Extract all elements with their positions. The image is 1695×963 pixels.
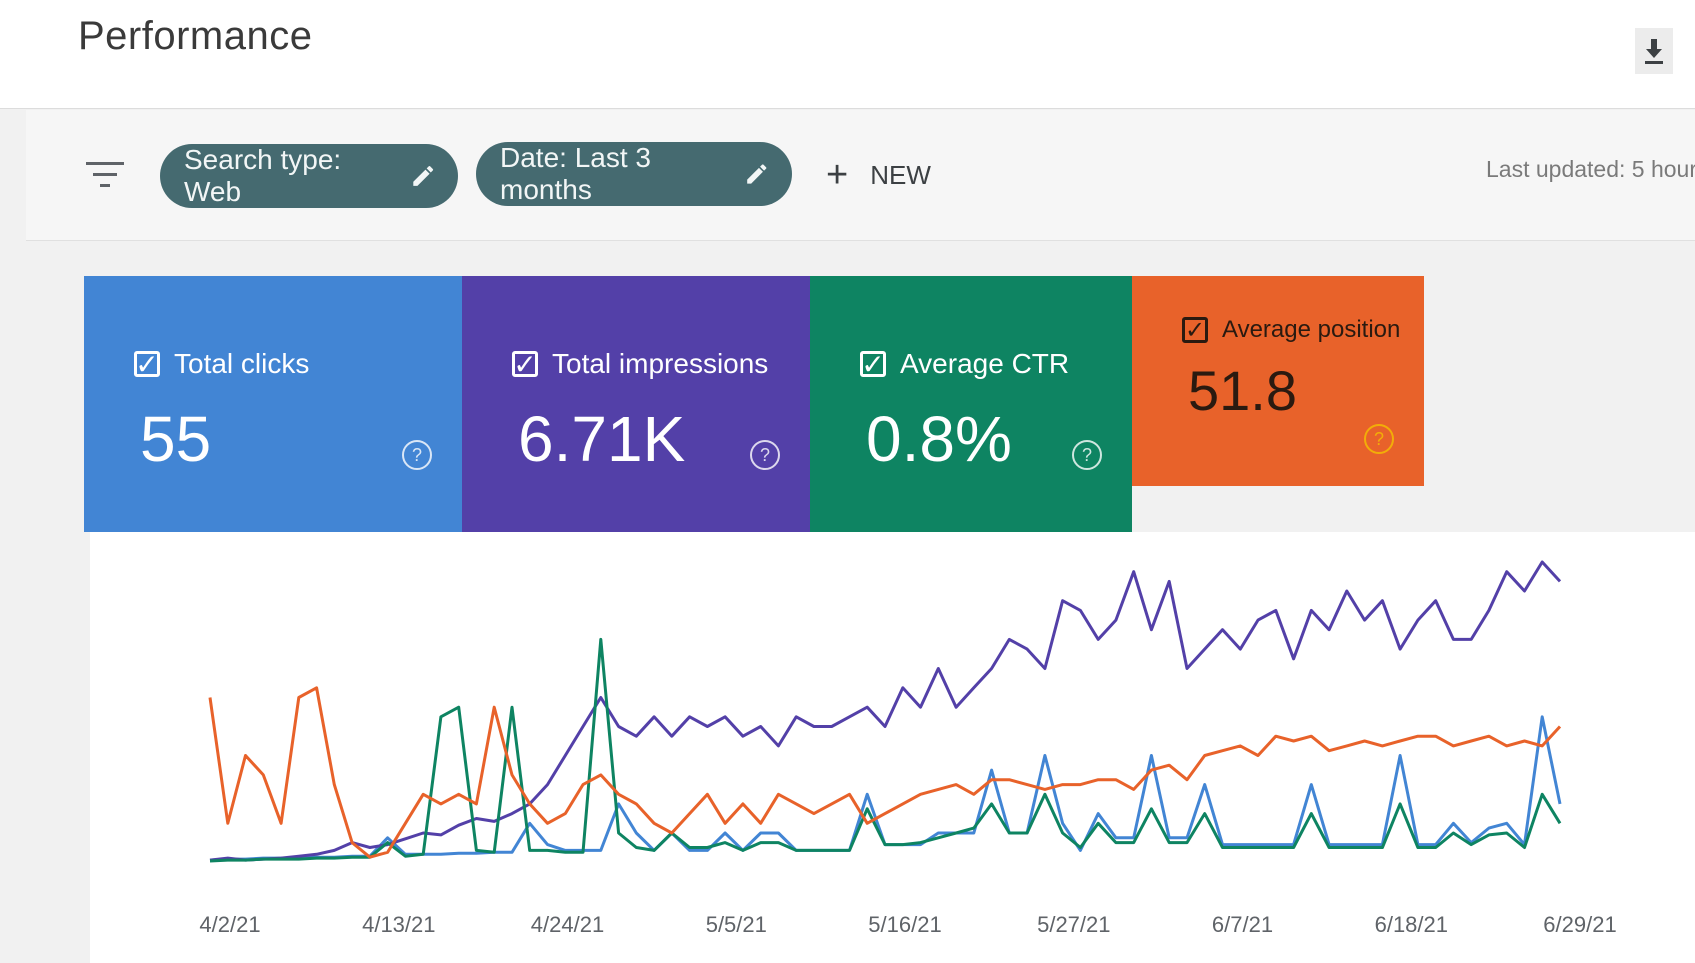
date-range-chip-label: Date: Last 3 months xyxy=(500,142,651,205)
x-tick-label: 6/7/21 xyxy=(1212,912,1273,937)
help-icon[interactable]: ? xyxy=(1364,424,1394,454)
help-icon[interactable]: ? xyxy=(1072,440,1102,470)
total-impressions-card[interactable]: ✓ Total impressions 6.71K ? xyxy=(462,276,810,532)
pencil-icon[interactable] xyxy=(410,162,436,190)
total-clicks-label-row: ✓ Total clicks xyxy=(134,348,309,380)
x-tick-label: 4/13/21 xyxy=(362,912,435,937)
average-ctr-label-row: ✓ Average CTR xyxy=(860,348,1069,380)
average-ctr-value: 0.8% xyxy=(866,403,1012,475)
new-filter-label: NEW xyxy=(870,159,931,190)
help-icon[interactable]: ? xyxy=(402,440,432,470)
x-tick-label: 4/2/21 xyxy=(199,912,260,937)
pencil-icon[interactable] xyxy=(744,160,770,188)
x-tick-label: 4/24/21 xyxy=(531,912,604,937)
performance-chart: 4/2/21 4/13/21 4/24/21 5/5/21 5/16/21 5/27/21… xyxy=(90,532,1695,963)
search-type-chip-label: Search type: Web xyxy=(184,144,342,207)
total-impressions-label: Total impressions xyxy=(552,348,769,379)
average-ctr-label: Average CTR xyxy=(900,348,1070,379)
series-line-total-impressions xyxy=(209,560,1562,862)
new-filter-button[interactable]: + NEW xyxy=(826,150,931,200)
page-title: Performance xyxy=(78,14,313,58)
average-position-label-row: ✓ Average position xyxy=(1182,316,1400,344)
average-position-value: 51.8 xyxy=(1188,359,1297,422)
x-tick-label: 6/29/21 xyxy=(1543,912,1616,937)
series-line-total-clicks xyxy=(209,715,1562,862)
help-icon[interactable]: ? xyxy=(750,440,780,470)
series-line-average-position xyxy=(208,686,1562,859)
filter-bar: Search type: Web Date: Last 3 months + N… xyxy=(26,110,1695,241)
checkbox-checked-icon[interactable]: ✓ xyxy=(860,348,886,380)
last-updated-text: Last updated: 5 hour xyxy=(1486,156,1695,182)
x-tick-label: 5/16/21 xyxy=(868,912,941,937)
x-tick-label: 5/5/21 xyxy=(706,912,767,937)
checkbox-checked-icon[interactable]: ✓ xyxy=(134,348,160,380)
x-tick-label: 6/18/21 xyxy=(1375,912,1448,937)
download-icon xyxy=(1645,39,1663,64)
total-clicks-value: 55 xyxy=(140,403,212,475)
checkbox-checked-icon[interactable]: ✓ xyxy=(512,348,538,380)
series-line-average-ctr xyxy=(209,637,1562,863)
date-range-chip[interactable]: Date: Last 3 months xyxy=(476,142,792,206)
filter-list-icon[interactable] xyxy=(86,162,126,190)
average-position-label: Average position xyxy=(1222,316,1401,343)
metric-cards: ✓ Total clicks 55 ? ✓ Total impressions … xyxy=(84,276,1424,532)
total-clicks-card[interactable]: ✓ Total clicks 55 ? xyxy=(84,276,462,532)
total-impressions-label-row: ✓ Total impressions xyxy=(512,348,768,380)
download-button[interactable] xyxy=(1635,28,1673,74)
x-tick-label: 5/27/21 xyxy=(1037,912,1110,937)
average-ctr-card[interactable]: ✓ Average CTR 0.8% ? xyxy=(810,276,1132,532)
total-impressions-value: 6.71K xyxy=(518,403,686,475)
average-position-card[interactable]: ✓ Average position 51.8 ? xyxy=(1132,276,1424,486)
performance-line-chart: 4/2/21 4/13/21 4/24/21 5/5/21 5/16/21 5/27/21… xyxy=(199,560,1617,937)
search-type-chip[interactable]: Search type: Web xyxy=(160,144,458,208)
page-header: Performance xyxy=(0,0,1695,109)
total-clicks-label: Total clicks xyxy=(174,348,310,379)
plus-icon: + xyxy=(826,153,849,196)
checkbox-checked-icon[interactable]: ✓ xyxy=(1182,317,1208,344)
